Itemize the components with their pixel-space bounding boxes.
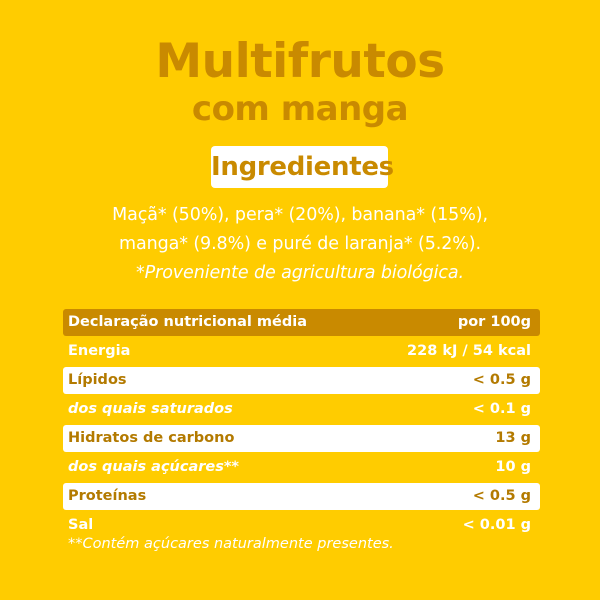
nutrition-row-label: Energia — [68, 343, 131, 359]
nutrition-row-label: dos quais saturados — [68, 401, 233, 417]
nutrition-row-fat: Lípidos < 0.5 g — [63, 367, 540, 394]
nutrition-row-value: 10 g — [495, 459, 531, 475]
nutrition-row-value: < 0.5 g — [472, 488, 531, 504]
nutrition-row-value: < 0.1 g — [472, 401, 531, 417]
nutrition-row-label: dos quais açúcares** — [68, 459, 240, 475]
nutrition-row-energy: Energia 228 kJ / 54 kcal — [63, 338, 540, 365]
nutrition-row-salt: Sal < 0.01 g — [63, 512, 540, 539]
nutrition-row-carbohydrates: Hidratos de carbono 13 g — [63, 425, 540, 452]
ingredients-line-2: manga* (9.8%) e puré de laranja* (5.2%). — [119, 234, 481, 254]
sugar-footnote: **Contém açúcares naturalmente presentes… — [68, 536, 394, 552]
ingredients-line-1: Maçã* (50%), pera* (20%), banana* (15%), — [112, 205, 488, 225]
nutrition-table: Declaração nutricional média por 100g En… — [63, 309, 540, 541]
nutrition-row-label: Proteínas — [68, 488, 147, 504]
nutrition-row-protein: Proteínas < 0.5 g — [63, 483, 540, 510]
nutrition-header-value: por 100g — [457, 314, 531, 330]
nutrition-header-label: Declaração nutricional média — [68, 314, 307, 330]
nutrition-row-label: Hidratos de carbono — [68, 430, 235, 446]
nutrition-row-saturated: dos quais saturados < 0.1 g — [63, 396, 540, 423]
nutrition-row-label: Sal — [68, 517, 94, 533]
nutrition-row-sugars: dos quais açúcares** 10 g — [63, 454, 540, 481]
nutrition-header-row: Declaração nutricional média por 100g — [63, 309, 540, 336]
ingredients-organic-note: *Proveniente de agricultura biológica. — [136, 263, 464, 283]
product-subtitle: com manga — [191, 89, 409, 129]
nutrition-row-value: 228 kJ / 54 kcal — [407, 343, 531, 359]
ingredients-heading: Ingredientes — [211, 146, 394, 188]
nutrition-row-value: < 0.01 g — [462, 517, 531, 533]
product-title: Multifrutos — [155, 34, 445, 89]
nutrition-row-label: Lípidos — [68, 372, 127, 388]
nutrition-row-value: < 0.5 g — [472, 372, 531, 388]
nutrition-row-value: 13 g — [495, 430, 531, 446]
